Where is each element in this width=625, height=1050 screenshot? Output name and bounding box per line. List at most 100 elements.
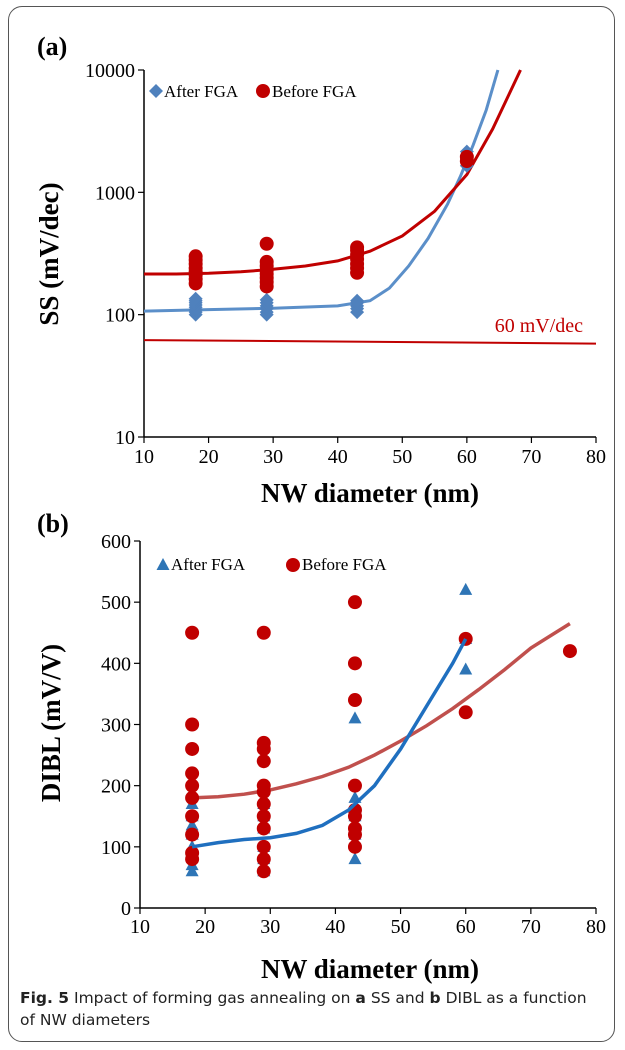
point-before-a (259, 254, 274, 269)
point-before-b (185, 741, 200, 756)
point-before-b (256, 625, 271, 640)
point-before-b (347, 693, 362, 708)
legend-a-after-label: After FGA (164, 82, 239, 101)
legend-b-before-marker (286, 558, 300, 572)
y-tick-label-b: 600 (101, 531, 131, 553)
point-after-b (185, 864, 199, 877)
x-tick-label-b: 30 (260, 916, 280, 938)
point-after-a (259, 292, 274, 307)
fit-line-after-b (191, 638, 468, 849)
point-before-a (188, 249, 203, 264)
point-before-a (350, 240, 365, 255)
x-tick-label-b: 80 (586, 916, 606, 938)
point-before-b (185, 766, 200, 781)
x-axis-title-b: NW diameter (nm) (261, 954, 479, 984)
panel-b-label: (b) (37, 509, 69, 538)
x-tick-label-b: 10 (130, 916, 150, 938)
point-before-b (256, 839, 271, 854)
x-tick-label-b: 40 (325, 916, 345, 938)
point-after-b (459, 582, 473, 595)
caption-text-1: Impact of forming gas annealing on (74, 989, 351, 1007)
legend-a: After FGA Before FGA (149, 82, 357, 101)
y-tick-label-a: 100 (105, 305, 135, 327)
point-before-b (185, 717, 200, 732)
point-before-b (347, 656, 362, 671)
legend-b-after-marker (156, 558, 170, 570)
x-axis-title-a: NW diameter (nm) (261, 478, 479, 508)
point-before-b (185, 790, 200, 805)
point-before-b (185, 809, 200, 824)
point-before-a (259, 236, 274, 251)
point-before-b (256, 864, 271, 879)
x-tick-label-a: 30 (263, 446, 283, 468)
x-tick-label-a: 50 (392, 446, 412, 468)
y-tick-label-b: 200 (101, 776, 131, 798)
point-before-b (256, 754, 271, 769)
y-tick-label-b: 500 (101, 592, 131, 614)
reference-line-60mv (143, 339, 597, 345)
point-before-b (256, 797, 271, 812)
panel-a: (a) 10 20 30 40 50 60 70 80 10 100 1000 10000 60 mV… (34, 32, 606, 508)
point-before-b (185, 625, 200, 640)
point-before-b (562, 644, 577, 659)
caption-figure-number: Fig. 5 (20, 989, 70, 1007)
point-after-a (350, 293, 365, 308)
caption-a: a (355, 989, 366, 1007)
x-tick-label-a: 80 (586, 446, 606, 468)
point-before-b (185, 778, 200, 793)
panel-b: (b) 10 20 30 40 50 60 70 800100200300400500600 … (36, 509, 606, 984)
point-before-b (347, 821, 362, 836)
point-before-b (256, 821, 271, 836)
point-before-b (185, 827, 200, 842)
x-tick-label-b: 70 (521, 916, 541, 938)
figure-caption: Fig. 5 Impact of forming gas annealing o… (20, 987, 605, 1031)
fit-line-before-a (144, 69, 522, 276)
point-before-b (256, 735, 271, 750)
y-tick-label-a: 10 (115, 427, 135, 449)
x-tick-label-a: 60 (457, 446, 477, 468)
x-tick-label-b: 20 (195, 916, 215, 938)
caption-text-2: SS and (370, 989, 425, 1007)
point-before-b (185, 845, 200, 860)
point-before-b (347, 839, 362, 854)
point-after-b (459, 662, 473, 675)
point-before-b (347, 778, 362, 793)
caption-text-3: DIBL as a function of NW diameters (20, 989, 587, 1029)
point-before-b (256, 809, 271, 824)
point-before-b (458, 705, 473, 720)
x-tick-label-a: 20 (199, 446, 219, 468)
y-tick-label-b: 100 (101, 837, 131, 859)
legend-b: After FGA Before FGA (156, 555, 387, 574)
y-tick-label-a: 1000 (95, 182, 135, 204)
point-after-b (185, 818, 199, 831)
panel-a-label: (a) (37, 32, 67, 61)
y-axis-title-b: DIBL (mV/V) (36, 644, 66, 802)
y-tick-label-a: 10000 (85, 60, 135, 82)
point-before-b (347, 595, 362, 610)
x-tick-label-b: 50 (391, 916, 411, 938)
x-tick-label-a: 70 (521, 446, 541, 468)
point-after-b (348, 852, 362, 865)
y-tick-label-b: 300 (101, 715, 131, 737)
y-tick-label-b: 0 (121, 898, 131, 920)
legend-a-before-label: Before FGA (272, 82, 357, 101)
reference-line-label: 60 mV/dec (495, 315, 583, 337)
figure-frame (8, 6, 615, 1042)
point-before-a (459, 149, 474, 164)
legend-b-after-label: After FGA (171, 555, 246, 574)
x-tick-label-b: 60 (456, 916, 476, 938)
point-after-b (348, 711, 362, 724)
legend-a-before-marker (256, 84, 270, 98)
y-axis-title-a: SS (mV/dec) (34, 182, 64, 325)
legend-a-after-marker (149, 84, 163, 98)
point-before-b (256, 778, 271, 793)
legend-b-before-label: Before FGA (302, 555, 387, 574)
fit-line-before-b (192, 622, 571, 800)
point-before-b (256, 852, 271, 867)
x-tick-label-a: 40 (328, 446, 348, 468)
point-before-b (458, 631, 473, 646)
point-after-a (188, 291, 203, 306)
x-tick-label-a: 10 (134, 446, 154, 468)
y-tick-label-b: 400 (101, 653, 131, 675)
